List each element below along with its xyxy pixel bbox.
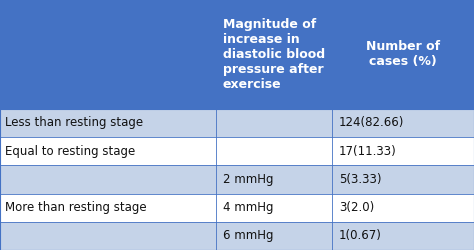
- Text: Equal to resting stage: Equal to resting stage: [5, 144, 135, 158]
- Bar: [0, 0, 474, 109]
- Text: 1(0.67): 1(0.67): [339, 230, 382, 242]
- Text: Number of
cases (%): Number of cases (%): [366, 40, 440, 68]
- Text: 124(82.66): 124(82.66): [339, 116, 404, 130]
- Bar: [0, 222, 474, 250]
- Text: 6 mmHg: 6 mmHg: [223, 230, 273, 242]
- Bar: [0, 194, 474, 222]
- Text: Less than resting stage: Less than resting stage: [5, 116, 143, 130]
- Text: Magnitude of
increase in
diastolic blood
pressure after
exercise: Magnitude of increase in diastolic blood…: [223, 18, 325, 91]
- Text: 3(2.0): 3(2.0): [339, 201, 374, 214]
- Text: 4 mmHg: 4 mmHg: [223, 201, 273, 214]
- Bar: [0, 109, 474, 137]
- Bar: [0, 165, 474, 194]
- Text: 17(11.33): 17(11.33): [339, 144, 397, 158]
- Text: 5(3.33): 5(3.33): [339, 173, 382, 186]
- Text: More than resting stage: More than resting stage: [5, 201, 146, 214]
- Text: 2 mmHg: 2 mmHg: [223, 173, 273, 186]
- Bar: [0, 137, 474, 165]
